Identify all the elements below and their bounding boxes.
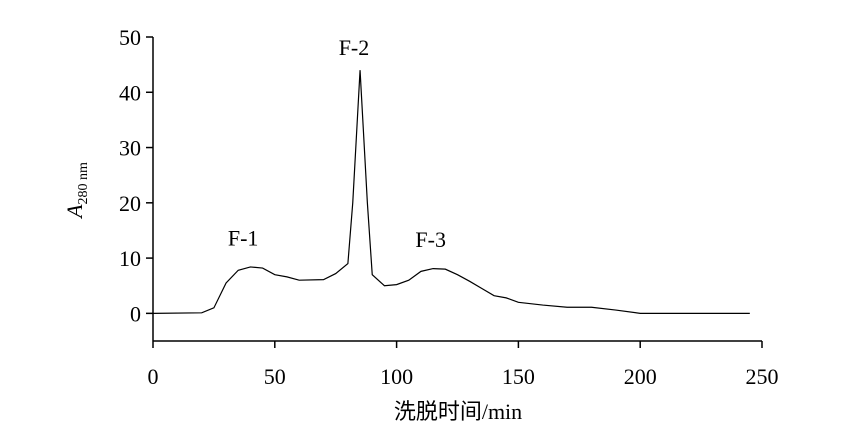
y-axis-label-main: A	[62, 204, 87, 220]
x-tick-label: 100	[380, 364, 413, 389]
y-tick-label: 0	[130, 301, 141, 326]
y-tick-label: 40	[119, 80, 141, 105]
y-tick-label: 20	[119, 191, 141, 216]
y-axis-label-sub: 280 nm	[76, 162, 91, 205]
y-tick-label: 50	[119, 25, 141, 50]
peak-annotation: F-2	[339, 35, 370, 60]
x-tick-label: 200	[624, 364, 657, 389]
x-tick-label: 250	[746, 364, 779, 389]
x-axis-label: 洗脱时间/min	[394, 399, 522, 424]
x-tick-label: 150	[502, 364, 535, 389]
y-tick-label: 10	[119, 246, 141, 271]
x-tick-label: 50	[264, 364, 286, 389]
data-line	[152, 70, 750, 314]
y-tick-label: 30	[119, 136, 141, 161]
peak-annotation: F-3	[415, 227, 446, 252]
y-axis-label: A280 nm	[62, 162, 91, 220]
x-tick-label: 0	[148, 364, 159, 389]
peak-annotation: F-1	[228, 225, 259, 250]
